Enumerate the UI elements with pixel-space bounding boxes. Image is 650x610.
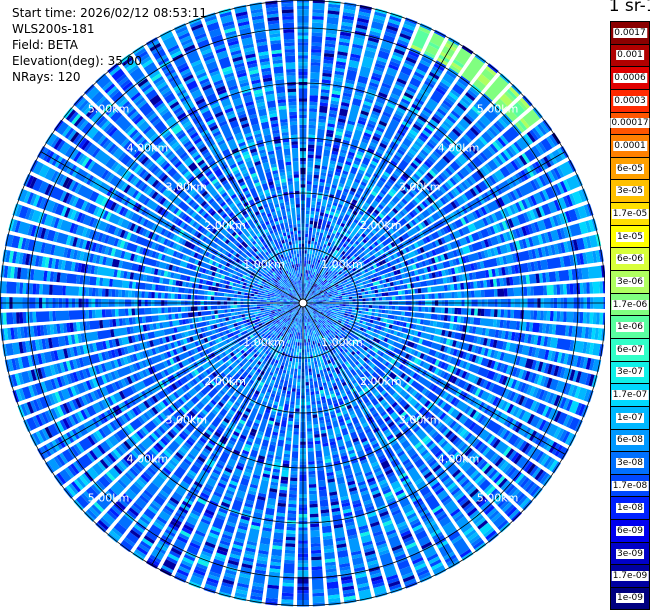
colorbar-tick-label: 0.0001 <box>613 141 647 152</box>
scanner-origin <box>298 298 308 308</box>
ray-gate-group <box>0 2 605 607</box>
start-time-text: Start time: 2026/02/12 08:53:11 <box>12 6 207 20</box>
ppi-scan-plot: 1.00km 1.00km 1.00km 1.00km 2.00km 2.00km 2.00… <box>0 0 605 607</box>
colorbar-tick-label: 1e-08 <box>616 503 644 514</box>
ray-gate-group <box>411 29 528 131</box>
colorbar-swatch: 1.7e-07 <box>610 383 650 406</box>
colorbar-swatch: 6e-06 <box>610 247 650 271</box>
range-ring-label: 3.00km <box>166 180 208 193</box>
colorbar-swatch: 6e-08 <box>610 428 650 452</box>
colorbar-tick-label: 1e-07 <box>616 412 644 423</box>
colorbar-tick-label: 0.00017 <box>610 118 650 129</box>
colorbar-swatch: 1e-06 <box>610 315 650 338</box>
nrays-text: NRays: 120 <box>12 70 81 84</box>
colorbar-swatch: 1.7e-09 <box>610 564 650 588</box>
colorbar-tick-label: 6e-08 <box>616 435 644 446</box>
range-ring-label: 1.00km <box>243 336 285 349</box>
colorbar-swatch: 3e-07 <box>610 360 650 384</box>
colorbar-tick-label: 1.7e-09 <box>611 571 649 582</box>
colorbar-tick-label: 3e-05 <box>616 186 644 197</box>
colorbar-swatch: 0.0017 <box>610 21 650 44</box>
range-ring-label: 5.00km <box>88 103 130 116</box>
colorbar-swatch: 0.0006 <box>610 66 650 89</box>
range-ring-label: 1.00km <box>321 258 363 271</box>
colorbar-swatch: 0.0003 <box>610 88 650 112</box>
range-ring-label: 2.00km <box>360 375 402 388</box>
colorbar-swatch: 1.7e-06 <box>610 292 650 316</box>
ray-gate-group <box>10 15 605 606</box>
range-ring-label: 5.00km <box>477 103 519 116</box>
colorbar-tick-label: 1.7e-08 <box>611 480 649 491</box>
colorbar-swatch: 3e-05 <box>610 179 650 203</box>
field-text: Field: BETA <box>12 38 78 52</box>
range-ring-labels: 1.00km 1.00km 1.00km 1.00km 2.00km 2.00km 2.00… <box>88 103 519 505</box>
colorbar-tick-label: 3e-06 <box>616 276 644 287</box>
azimuth-lines <box>0 0 605 606</box>
colorbar-unit-title: m-1 sr-1 <box>608 0 650 16</box>
range-ring-label: 1.00km <box>243 258 285 271</box>
colorbar-swatch: 6e-09 <box>610 519 650 542</box>
colorbar-swatch: 1.7e-05 <box>610 202 650 225</box>
colorbar-tick-label: 1e-06 <box>616 322 644 333</box>
colorbar-tick-label: 1.7e-06 <box>611 299 649 310</box>
colorbar-swatch: 1e-09 <box>610 587 650 610</box>
colorbar-tick-label: 6e-07 <box>616 344 644 355</box>
colorbar-swatch: 6e-07 <box>610 337 650 361</box>
range-ring-label: 1.00km <box>321 336 363 349</box>
colorbar-tick-label: 0.0003 <box>613 95 647 106</box>
colorbar-swatch: 3e-08 <box>610 451 650 474</box>
range-ring-label: 2.00km <box>360 219 402 232</box>
range-ring-label: 3.00km <box>399 414 441 427</box>
colorbar-swatch: 0.00017 <box>610 111 650 135</box>
ray-gate-group <box>418 26 541 133</box>
colorbar-tick-label: 3e-07 <box>616 367 644 378</box>
colorbar-tick-label: 6e-06 <box>616 254 644 265</box>
colorbar-tick-label: 1e-05 <box>616 231 644 242</box>
range-ring-label: 5.00km <box>477 492 519 505</box>
colorbar-swatch: 1.7e-08 <box>610 473 650 497</box>
colorbar-tick-label: 3e-08 <box>616 457 644 468</box>
range-ring-label: 5.00km <box>88 492 130 505</box>
colorbar-swatch: 0.0001 <box>610 134 650 157</box>
colorbar-swatch: 3e-09 <box>610 541 650 565</box>
elevation-text: Elevation(deg): 35.00 <box>12 54 142 68</box>
range-ring-label: 2.00km <box>204 375 246 388</box>
range-ring-label: 2.00km <box>204 219 246 232</box>
range-ring-label: 3.00km <box>399 180 441 193</box>
range-ring-label: 3.00km <box>166 414 208 427</box>
colorbar-tick-label: 6e-05 <box>616 163 644 174</box>
colorbar: 0.0017 0.001 0.0006 0.0003 0.00017 0.0001 6e-0… <box>610 21 650 610</box>
colorbar-swatch: 6e-05 <box>610 156 650 180</box>
range-ring-label: 4.00km <box>438 453 480 466</box>
colorbar-tick-label: 6e-09 <box>616 525 644 536</box>
range-ring-label: 4.00km <box>127 141 169 154</box>
colorbar-tick-label: 3e-09 <box>616 548 644 559</box>
colorbar-swatch: 1e-05 <box>610 224 650 248</box>
ray-segments <box>0 0 605 607</box>
colorbar-swatch: 0.001 <box>610 43 650 67</box>
instrument-text: WLS200s-181 <box>12 22 95 36</box>
colorbar-tick-label: 0.0017 <box>613 27 647 38</box>
range-ring-label: 4.00km <box>438 141 480 154</box>
ray-gate-group <box>0 0 605 603</box>
colorbar-tick-label: 0.001 <box>616 50 644 61</box>
colorbar-tick-label: 1e-09 <box>616 593 644 604</box>
colorbar-tick-label: 1.7e-07 <box>611 390 649 401</box>
colorbar-tick-label: 1.7e-05 <box>611 208 649 219</box>
colorbar-swatch: 1e-08 <box>610 496 650 520</box>
colorbar-swatch: 3e-06 <box>610 270 650 293</box>
range-ring-label: 4.00km <box>127 453 169 466</box>
colorbar-swatch: 1e-07 <box>610 405 650 429</box>
colorbar-tick-label: 0.0006 <box>613 73 647 84</box>
ray-gate-group <box>6 2 604 604</box>
